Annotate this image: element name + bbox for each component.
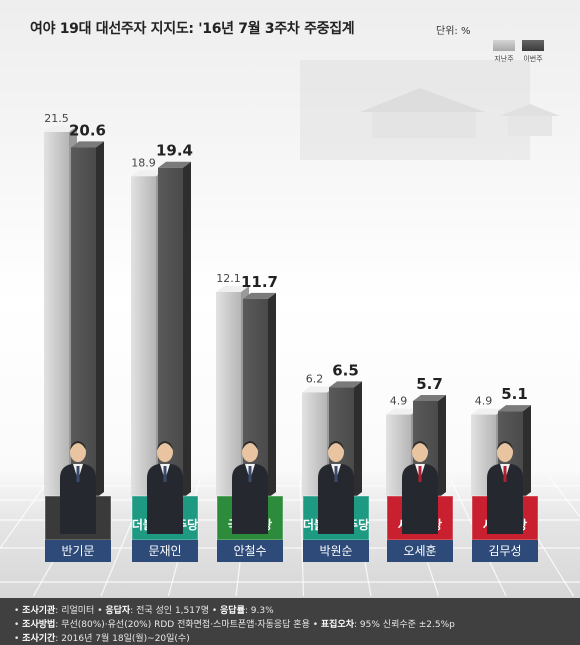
candidate-name-oh: 오세훈 [403, 544, 436, 558]
legend-current: 이번주 [522, 40, 544, 64]
candidate-photo-park [318, 441, 354, 534]
value-label-current-moon: 19.4 [156, 142, 193, 160]
chart-title: 여야 19대 대선주자 지지도: '16년 7월 3주차 주중집계 [30, 21, 355, 37]
footer-line-2: • 조사방법: 무선(80%)·유선(20%) RDD 전화면접·스마트폰앱·자… [14, 620, 455, 630]
value-label-current-ahn: 11.7 [241, 273, 278, 291]
bar-current-banki [71, 141, 104, 498]
value-label-current-banki: 20.6 [69, 121, 106, 139]
value-labels: 21.520.6 18.919.4 12.1 11.7 6.2 6.5 4.9 5.7 4.9 5… [44, 112, 528, 408]
value-label-current-kim: 5.1 [501, 385, 528, 403]
legend-swatch-current [522, 40, 544, 51]
footer-line-3: • 조사기간: 2016년 7월 18일(월)~20일(수) [14, 634, 190, 644]
value-label-previous-banki: 21.5 [44, 112, 69, 125]
value-label-previous-kim: 4.9 [475, 395, 493, 408]
value-label-previous-moon: 18.9 [131, 156, 156, 169]
response-rate-label: 응답률 [220, 606, 245, 616]
value-label-previous-ahn: 12.1 [216, 272, 241, 285]
candidate-name-kim: 김무성 [488, 544, 521, 558]
method-value: 무선(80%)·유선(20%) RDD 전화면접·스마트폰앱·자동응답 혼용 [61, 620, 310, 630]
candidate-photo-banki [60, 441, 96, 534]
respondents-label: 응답자 [105, 606, 131, 616]
agency-label: 조사기관 [22, 606, 56, 616]
legend-label-current: 이번주 [523, 55, 543, 63]
chart-canvas: 무소속반기문더불어민주당문재인국민의당안철수더불어민주당박원순새누리당오세훈새누… [44, 60, 560, 562]
value-label-current-oh: 5.7 [416, 375, 443, 393]
candidate-photo-kim [487, 441, 523, 534]
candidate-name-park: 박원순 [319, 544, 352, 558]
name-tag-moon: 문재인 [132, 540, 198, 562]
candidate-photo-ahn [232, 441, 268, 534]
value-label-previous-oh: 4.9 [390, 395, 408, 408]
candidate-name-moon: 문재인 [148, 544, 181, 558]
agency-value: 리얼미터 [61, 606, 95, 616]
candidate-photos: 무소속반기문더불어민주당문재인국민의당안철수더불어민주당박원순새누리당오세훈새누… [44, 441, 539, 562]
bars [44, 126, 531, 498]
legend-previous: 지난주 [493, 40, 515, 64]
legend-label-previous: 지난주 [494, 55, 514, 63]
name-tag-kim: 김무성 [472, 540, 538, 562]
value-label-current-park: 6.5 [332, 361, 359, 379]
name-tag-park: 박원순 [303, 540, 369, 562]
error-label: 표집오차 [320, 620, 355, 630]
period-label: 조사기간 [22, 634, 56, 644]
method-label: 조사방법 [22, 620, 56, 630]
response-rate-value: 9.3% [250, 606, 274, 616]
name-tag-banki: 반기문 [45, 540, 111, 562]
value-label-previous-park: 6.2 [306, 372, 324, 385]
building-background-icon [300, 60, 560, 160]
name-tag-oh: 오세훈 [387, 540, 453, 562]
respondents-value: 전국 성인 1,517명 [136, 606, 209, 616]
candidate-name-ahn: 안철수 [233, 544, 266, 558]
period-value: 2016년 7월 18일(월)~20일(수) [61, 634, 190, 644]
candidate-photo-moon [147, 441, 183, 534]
background-layer [300, 60, 560, 160]
candidate-name-banki: 반기문 [61, 544, 94, 558]
survey-info-footer: • 조사기관: 리얼미터 • 응답자: 전국 성인 1,517명 • 응답률: … [0, 598, 580, 645]
footer-line-1: • 조사기관: 리얼미터 • 응답자: 전국 성인 1,517명 • 응답률: … [14, 606, 274, 616]
candidate-photo-oh [402, 441, 438, 534]
unit-label: 단위: % [436, 26, 471, 37]
error-value: 95% 신뢰수준 ±2.5%p [359, 620, 455, 630]
legend-swatch-previous [493, 40, 515, 51]
name-tag-ahn: 안철수 [217, 540, 283, 562]
